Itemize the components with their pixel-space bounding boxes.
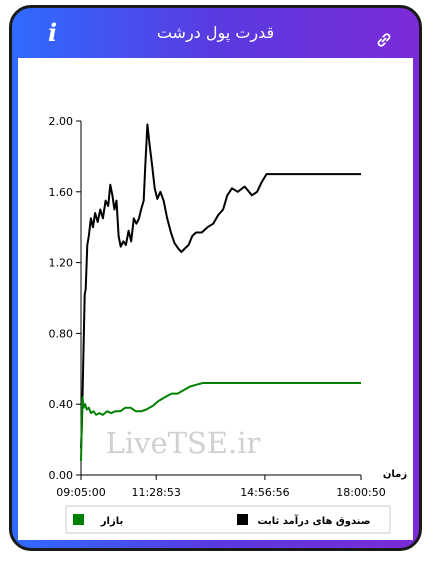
watermark: LiveTSE.ir [106, 426, 261, 460]
series-line-fixed-income [80, 123, 361, 449]
chart-area: LiveTSE.ir 0.00 0.40 0.80 1.20 1.60 2.00 09:0… [18, 58, 413, 540]
x-ticks: 09:05:00 11:28:53 14:56:56 18:00:50 [56, 475, 386, 499]
y-tick-label: 0.80 [49, 327, 74, 340]
y-tick-label: 0.40 [49, 398, 74, 411]
widget-header: i قدرت پول درشت [12, 8, 419, 58]
series-line-market [80, 382, 361, 461]
widget-title: قدرت پول درشت [156, 23, 275, 42]
chart-svg: LiveTSE.ir 0.00 0.40 0.80 1.20 1.60 2.00 09:0… [49, 115, 407, 534]
x-tick-label: 18:00:50 [336, 486, 385, 499]
info-icon[interactable]: i [48, 18, 58, 47]
widget-card: i قدرت پول درشت LiveTSE.ir 0.00 0.40 0.80 1… [9, 5, 422, 551]
x-axis-label: زمان [383, 469, 407, 480]
legend-label-market: بازار [100, 516, 123, 527]
y-tick-label: 2.00 [49, 115, 74, 128]
x-tick-label: 14:56:56 [240, 486, 289, 499]
y-tick-label: 1.20 [49, 257, 74, 270]
x-tick-label: 09:05:00 [56, 486, 105, 499]
link-icon[interactable] [376, 32, 392, 48]
series-lines [80, 123, 361, 461]
legend-swatch-fixed-income [237, 514, 248, 525]
y-ticks: 0.00 0.40 0.80 1.20 1.60 2.00 [49, 115, 81, 482]
y-tick-label: 1.60 [49, 186, 74, 199]
legend-box [65, 505, 391, 534]
legend-label-fixed-income: صندوق های درآمد ثابت [257, 514, 370, 527]
x-tick-label: 11:28:53 [131, 486, 180, 499]
legend-swatch-market [73, 514, 84, 525]
y-tick-label: 0.00 [49, 469, 74, 482]
